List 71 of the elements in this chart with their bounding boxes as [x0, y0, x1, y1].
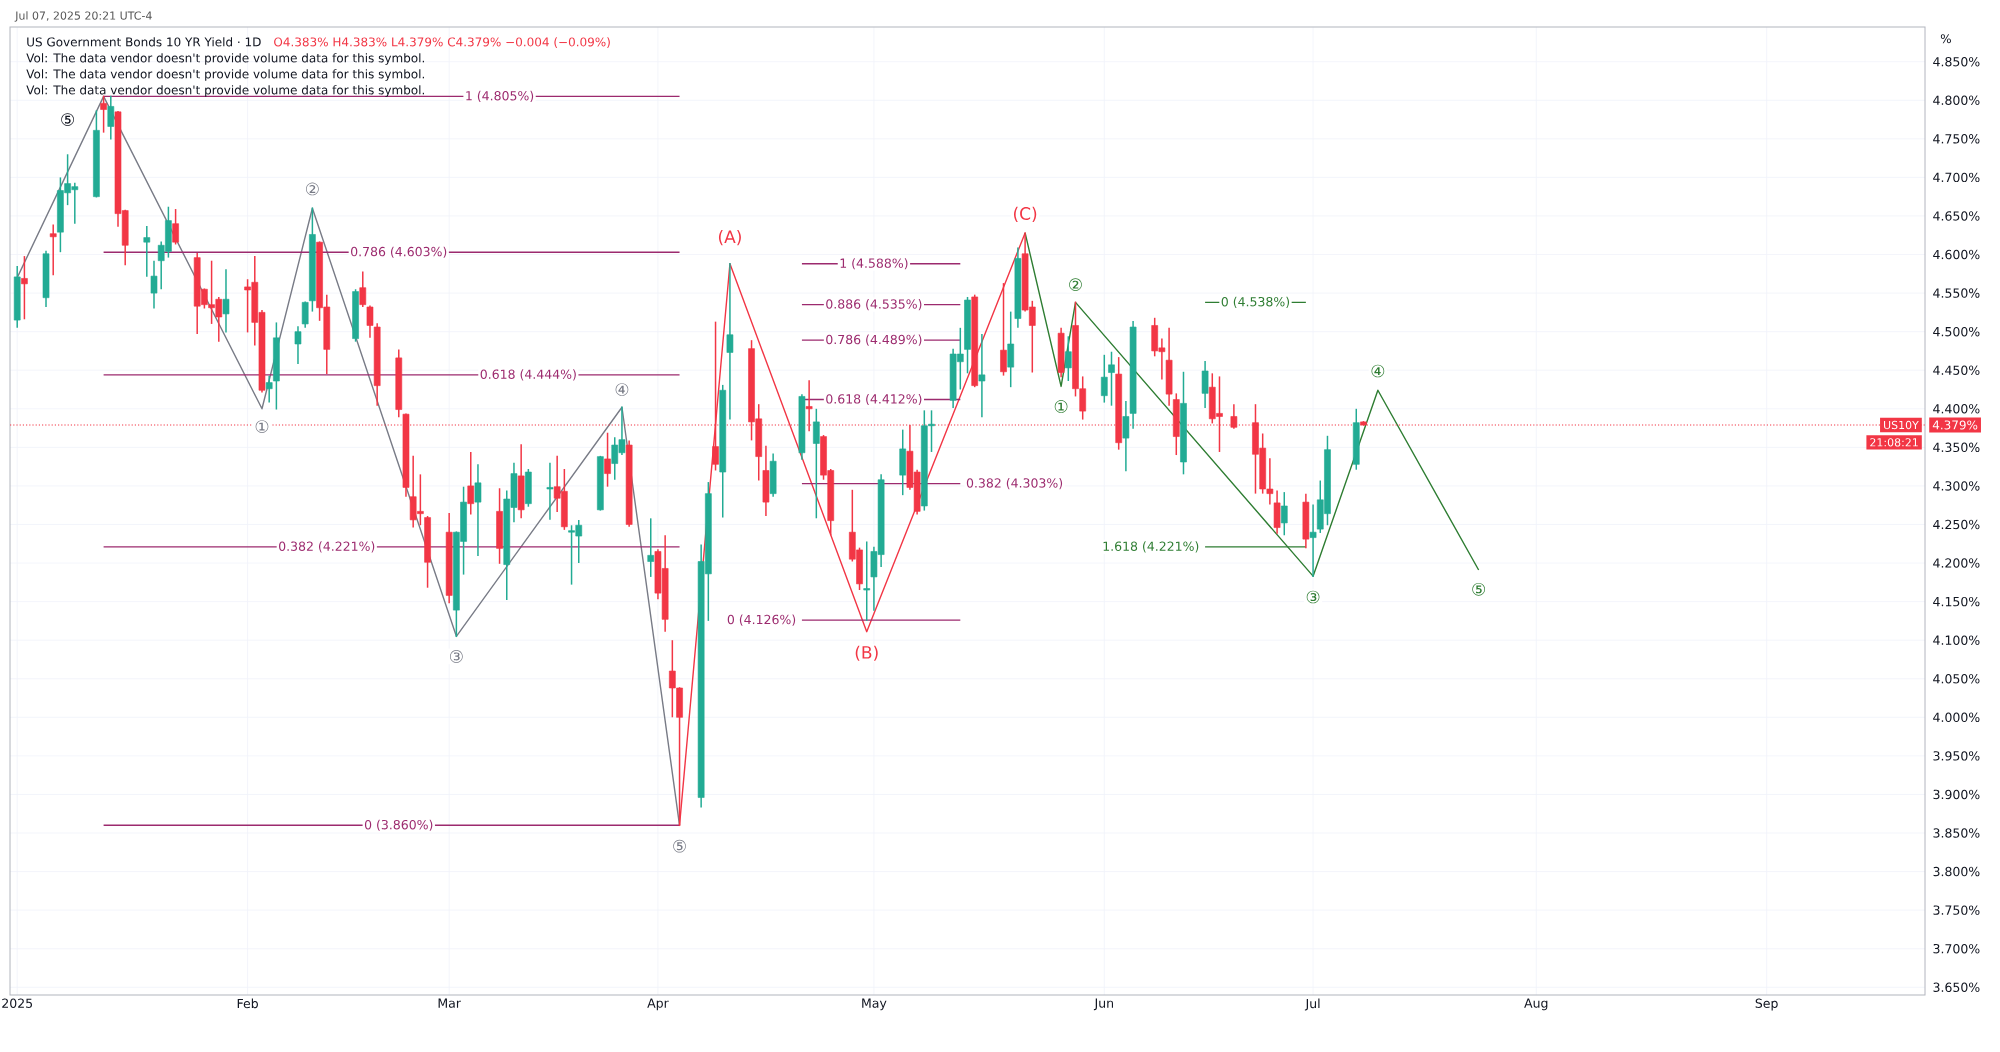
y-tick-label: 4.800%: [1933, 95, 1980, 105]
y-tick-label: 4.750%: [1933, 134, 1980, 144]
y-tick-label: 3.850%: [1933, 828, 1980, 838]
y-tick-label: 4.600%: [1933, 249, 1980, 260]
y-tick-label: 3.800%: [1933, 866, 1980, 877]
x-tick-label: Mar: [438, 998, 461, 1008]
annotation: ④: [1371, 364, 1385, 378]
annotation: (B): [855, 645, 878, 661]
annotation: 0 (4.126%): [727, 614, 796, 626]
annotation: (C): [1014, 206, 1037, 222]
x-tick-label: Sep: [1755, 998, 1778, 1011]
annotation: ③: [1306, 590, 1320, 604]
annotation: ⑤: [61, 113, 74, 126]
y-tick-label: 4.850%: [1933, 56, 1980, 67]
annotation: 1.618 (4.221%): [1103, 541, 1199, 553]
y-tick-label: 4.300%: [1933, 481, 1980, 491]
annotation: Vol: The data vendor doesn't provide volume data for this symbol.: [26, 85, 425, 97]
annotation: ⑤: [1472, 582, 1486, 596]
annotation: ②: [1069, 278, 1082, 291]
annotation: 0.786 (4.603%): [351, 246, 447, 258]
annotation: US10Y: [1884, 420, 1919, 430]
y-tick-label: 4.500%: [1933, 326, 1980, 337]
y-tick-label: 4.250%: [1933, 519, 1980, 530]
y-tick-label: 3.950%: [1933, 751, 1980, 761]
annotation: 0.886 (4.535%): [826, 299, 922, 311]
x-tick-label: 2025: [2, 998, 33, 1008]
annotation: ①: [255, 420, 269, 433]
y-tick-label: 4.450%: [1933, 365, 1980, 375]
y-tick-label: 4.150%: [1933, 596, 1980, 607]
y-tick-label: 3.700%: [1933, 943, 1980, 954]
y-tick-label: 4.050%: [1933, 674, 1980, 684]
x-tick-label: Jun: [1093, 998, 1113, 1011]
y-tick-label: 4.550%: [1933, 288, 1980, 298]
y-tick-label: 4.700%: [1933, 172, 1980, 183]
x-tick-label: Feb: [237, 998, 258, 1009]
annotation: 1 (4.588%): [840, 258, 908, 270]
annotation: 1 (4.805%): [466, 90, 534, 102]
annotation: ②: [306, 182, 319, 196]
annotation: 0 (3.860%): [364, 819, 433, 831]
annotation: 0 (4.538%): [1221, 296, 1290, 308]
annotation: ③: [450, 650, 463, 663]
y-tick-label: 4.200%: [1933, 558, 1980, 568]
annotation: 0.786 (4.489%): [826, 334, 922, 346]
text: O4.383% H4.383% L4.379% C4.379% −0.004 (−0.09%): [274, 37, 610, 48]
y-axis-title: %: [1940, 34, 1951, 44]
y-tick-label: 4.000%: [1933, 712, 1980, 723]
text: US Government Bonds 10 YR Yield · 1D: [27, 37, 261, 47]
annotation: 21:08:21: [1870, 438, 1918, 447]
x-tick-label: Jul: [1304, 998, 1320, 1011]
annotation: 0.618 (4.444%): [480, 369, 576, 381]
annotation: ①: [1054, 400, 1068, 413]
annotation: 0.618 (4.412%): [826, 393, 922, 406]
annotation: ⑤: [673, 839, 686, 853]
y-tick-label: 4.350%: [1933, 442, 1980, 453]
annotation: (A): [718, 229, 741, 246]
ref-line-label: 4.379%: [1932, 420, 1978, 430]
y-tick-label: 3.900%: [1933, 789, 1980, 800]
annotation: 0.382 (4.221%): [279, 541, 375, 553]
y-tick-label: 3.650%: [1933, 982, 1980, 992]
annotation: Vol: The data vendor doesn't provide volume data for this symbol.: [26, 53, 425, 65]
annotation: ④: [615, 383, 629, 396]
y-tick-label: 4.650%: [1933, 211, 1980, 221]
annotation: 0.382 (4.303%): [966, 478, 1063, 490]
x-tick-label: Aug: [1524, 998, 1548, 1011]
y-tick-label: 4.400%: [1933, 404, 1980, 414]
text: Jul 07, 2025 20:21 UTC-4: [14, 11, 152, 22]
y-tick-label: 3.750%: [1933, 905, 1980, 915]
annotation: Vol: The data vendor doesn't provide volume data for this symbol.: [26, 69, 425, 81]
y-tick-label: 4.100%: [1933, 635, 1980, 645]
x-tick-label: Apr: [647, 998, 669, 1011]
x-tick-label: May: [862, 998, 887, 1011]
